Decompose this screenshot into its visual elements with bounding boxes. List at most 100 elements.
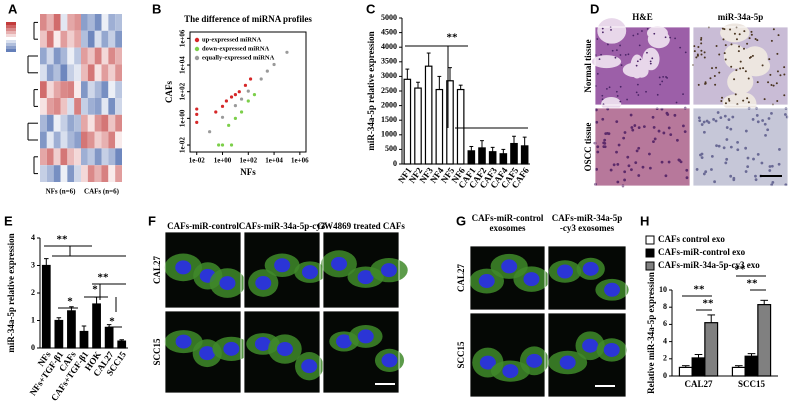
nucleus (646, 27, 649, 30)
heat-cell (40, 47, 47, 65)
stain (756, 39, 759, 42)
nucleus (636, 83, 639, 86)
point (233, 93, 238, 97)
nucleus (652, 125, 656, 129)
nucleus (653, 137, 657, 141)
column-label: CAFs-miR-control (167, 221, 239, 231)
heat-cell (46, 98, 54, 115)
point (227, 123, 231, 127)
heat-cell (94, 114, 102, 132)
tissue (693, 108, 788, 186)
nucleus (619, 44, 621, 47)
y-tick-label: 2 (663, 354, 667, 363)
nucleus (783, 113, 787, 116)
stain (720, 100, 723, 103)
bar (520, 145, 529, 165)
point (252, 93, 257, 97)
column-label: CAFs-miR-34a-5p (552, 213, 623, 223)
nucleus (254, 336, 271, 351)
heat-cell (46, 64, 54, 82)
nucleus (357, 329, 374, 344)
bar (704, 322, 719, 377)
nucleus (641, 30, 643, 32)
panel-letter: A (8, 1, 18, 16)
nucleus (615, 120, 619, 124)
tile-border (164, 310, 242, 394)
nucleus (710, 154, 714, 158)
stain (697, 46, 700, 49)
stain (703, 56, 706, 59)
column-label: H&E (632, 12, 653, 22)
nucleus (637, 126, 641, 130)
stain (783, 94, 786, 97)
stain (783, 66, 786, 69)
heat-cell (101, 64, 109, 82)
heat-cell (40, 148, 47, 166)
heat-cell (115, 14, 122, 31)
heat-cell (81, 98, 88, 115)
y-tick-label: 2 (31, 288, 35, 297)
nucleus (729, 174, 733, 178)
heat-cell (94, 64, 102, 82)
y-tick-label: 5000 (381, 13, 397, 22)
nucleus (223, 341, 240, 356)
nucleus (770, 111, 773, 115)
bar (54, 319, 64, 349)
heat-cell (74, 30, 81, 48)
bar (478, 147, 486, 165)
stain (709, 77, 712, 80)
nucleus (600, 53, 602, 56)
significance: * (92, 284, 98, 296)
nucleus (717, 144, 721, 148)
y-axis-label: miR-34a-5p relative expression (6, 233, 16, 352)
stain (767, 81, 770, 84)
stain (777, 34, 780, 37)
heat-cell (101, 98, 109, 115)
stain (700, 49, 703, 52)
nucleus (639, 58, 642, 61)
nucleus (682, 93, 684, 96)
nucleus (601, 98, 604, 101)
stain (754, 38, 757, 41)
nucleus (713, 180, 716, 184)
color-key (6, 25, 16, 28)
stain (727, 97, 730, 100)
heat-cell (115, 165, 122, 182)
nucleus (619, 54, 622, 56)
heat-cell (40, 114, 47, 132)
heat-cell (60, 64, 68, 82)
nucleus (778, 148, 781, 151)
heat-cell (40, 131, 47, 149)
nucleus (617, 143, 621, 147)
nucleus (601, 27, 604, 30)
heat-cell (53, 98, 61, 115)
nucleus (658, 76, 661, 79)
nucleus (623, 178, 626, 182)
heat-cell (60, 165, 68, 182)
nucleus (636, 60, 639, 63)
x-tick-label: 1e+06 (291, 157, 309, 165)
x-axis-label: NFs (240, 167, 256, 177)
nucleus (657, 129, 661, 133)
heat-cell (87, 30, 95, 48)
nucleus (598, 58, 601, 61)
nucleus (596, 150, 600, 154)
heat-cell (81, 30, 88, 48)
y-tick-label: 1000 (381, 130, 397, 139)
nucleus (665, 76, 667, 78)
nucleus (638, 44, 641, 47)
x-tick-label: 1e+00 (214, 157, 232, 165)
heat-cell (87, 114, 95, 132)
nucleus (615, 49, 618, 51)
stain (747, 101, 750, 104)
nucleus (679, 160, 683, 164)
significance: * (109, 316, 115, 328)
heat-cell (108, 47, 116, 65)
y-tick-label: 500 (385, 144, 397, 153)
stain (722, 38, 725, 41)
color-key (6, 34, 16, 37)
legend-label: up-expressed miRNA (202, 36, 262, 43)
heat-cell (115, 47, 122, 65)
point (237, 90, 241, 94)
